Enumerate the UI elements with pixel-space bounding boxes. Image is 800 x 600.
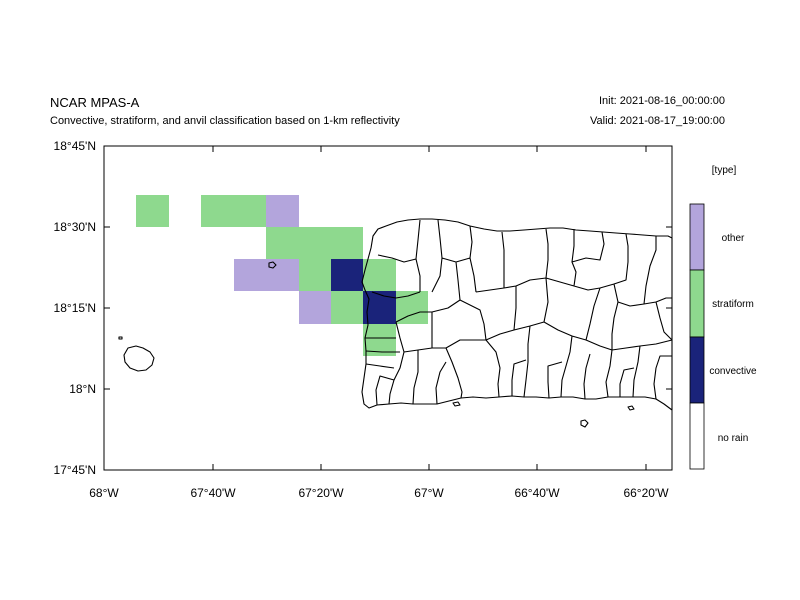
mona-island: [123, 345, 155, 372]
legend-label: other: [722, 233, 745, 244]
lat-labels: 18°45'N 18°30'N 18°15'N 18°N 17°45'N: [54, 139, 96, 477]
lon-label: 67°W: [414, 486, 444, 500]
islet: [268, 261, 277, 269]
puerto-rico-coastline: [361, 218, 673, 411]
municipality-boundary: [388, 277, 673, 405]
legend-swatch-no-rain: [689, 402, 705, 470]
map-title: NCAR MPAS-A: [50, 95, 140, 110]
cell-stratiform: [299, 259, 331, 291]
cell-other: [234, 259, 299, 291]
lon-label: 66°20'W: [623, 486, 669, 500]
lon-label: 66°40'W: [514, 486, 560, 500]
lat-label: 17°45'N: [54, 463, 96, 477]
lon-label: 67°20'W: [298, 486, 344, 500]
cell-convective: [363, 291, 396, 324]
cell-stratiform: [201, 195, 266, 227]
lon-labels: 68°W 67°40'W 67°20'W 67°W 66°40'W 66°20'…: [89, 486, 669, 500]
legend-label: no rain: [718, 433, 749, 444]
islet: [580, 419, 589, 428]
lon-label: 68°W: [89, 486, 119, 500]
legend: [type] other stratiform convective no ra…: [689, 165, 757, 470]
lat-label: 18°45'N: [54, 139, 96, 153]
legend-swatch-convective: [689, 336, 705, 404]
lat-label: 18°N: [69, 382, 96, 396]
cell-stratiform: [331, 291, 363, 324]
islet: [118, 336, 123, 340]
legend-title: [type]: [712, 165, 737, 176]
municipality-boundaries: [118, 218, 673, 428]
legend-swatch-stratiform: [689, 269, 705, 338]
precip-cells: [136, 195, 428, 356]
legend-swatch-other: [689, 203, 705, 271]
lat-ticks: [104, 145, 672, 471]
cell-other: [266, 195, 299, 227]
cell-other: [299, 291, 331, 324]
municipality-boundary: [365, 337, 672, 406]
lat-label: 18°15'N: [54, 301, 96, 315]
valid-time: Valid: 2021-08-17_19:00:00: [590, 115, 725, 127]
lon-ticks: [103, 146, 647, 470]
lat-label: 18°30'N: [54, 220, 96, 234]
islet: [452, 401, 461, 407]
cell-stratiform: [363, 259, 396, 291]
cell-convective: [331, 259, 363, 291]
cell-stratiform: [396, 291, 428, 324]
map-subtitle: Convective, stratiform, and anvil classi…: [50, 115, 400, 127]
islet: [627, 405, 635, 411]
legend-label: convective: [709, 366, 757, 377]
legend-label: stratiform: [712, 299, 754, 310]
init-time: Init: 2021-08-16_00:00:00: [599, 95, 725, 107]
cell-stratiform: [136, 195, 169, 227]
lon-label: 67°40'W: [190, 486, 236, 500]
municipality-boundary: [371, 219, 672, 323]
cell-stratiform: [266, 227, 363, 259]
